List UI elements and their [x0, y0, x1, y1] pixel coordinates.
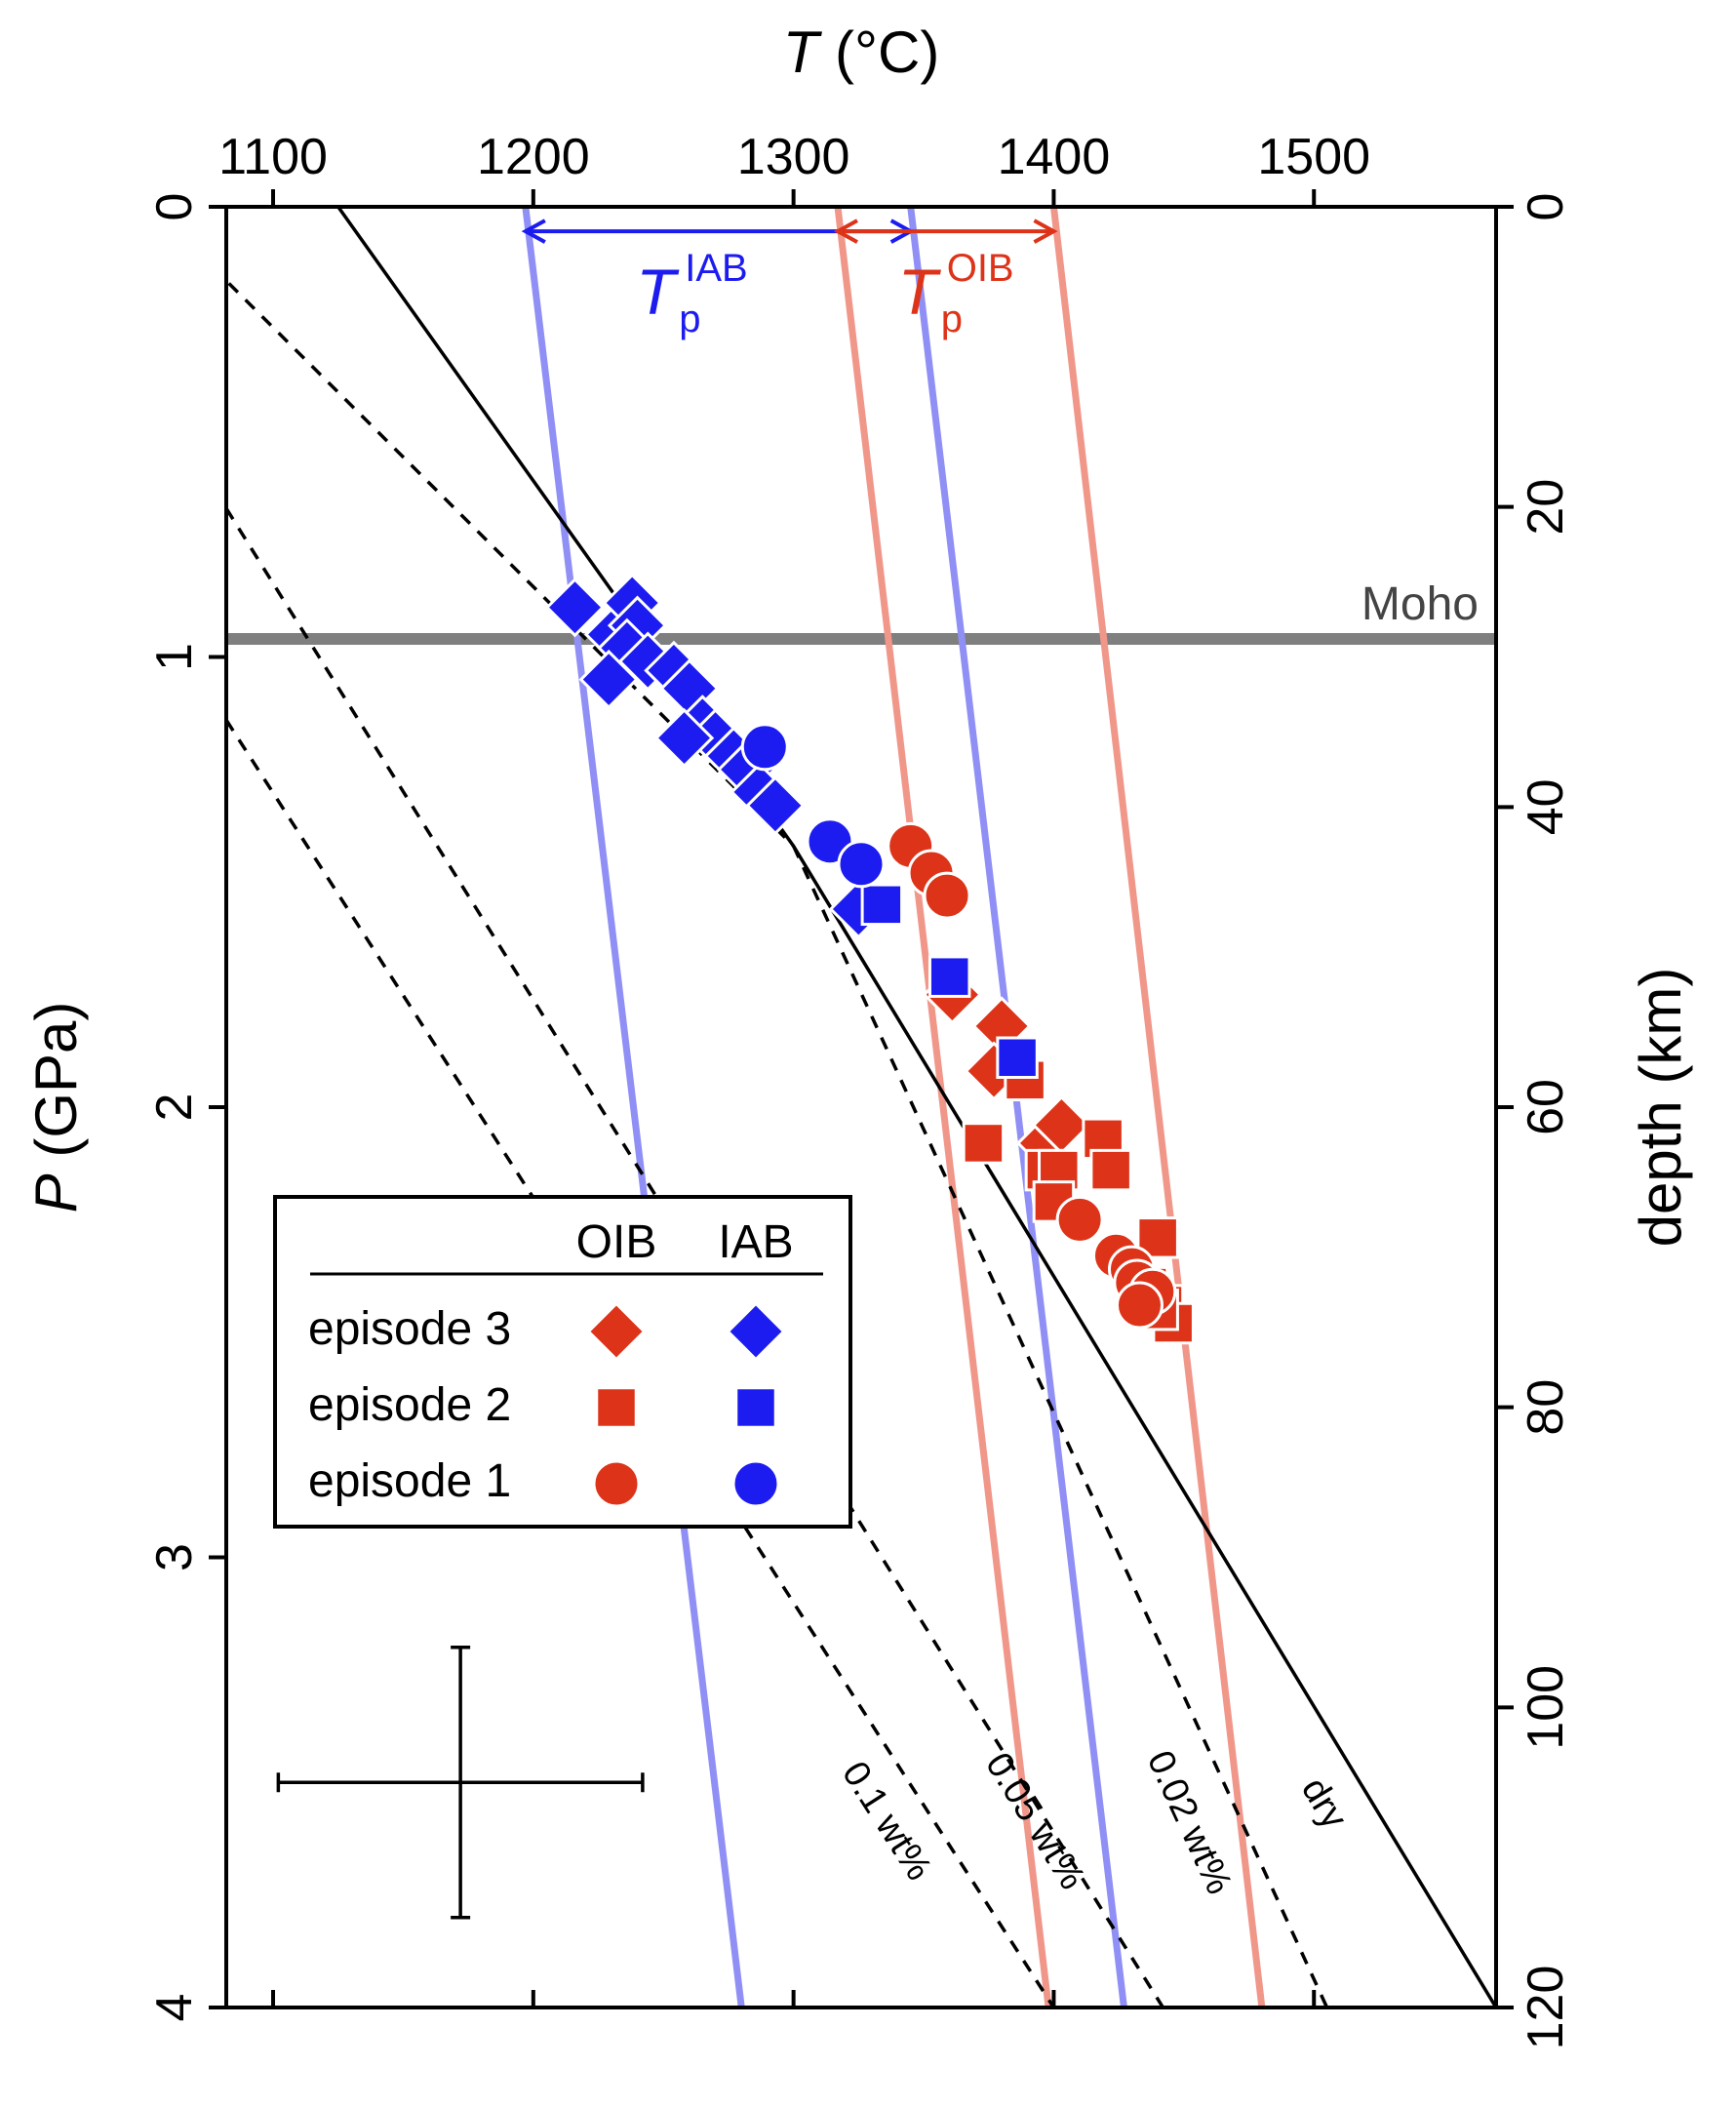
tp-range-layer — [521, 219, 1058, 244]
point-iab-episode-1 — [740, 723, 789, 772]
point-oib-episode-1 — [1055, 1195, 1104, 1244]
solidus-line-0-1-wt — [226, 719, 1055, 2008]
legend-marker-iab-episode-2 — [734, 1386, 777, 1429]
annotation-layer: Moho T p IAB T p OIB — [636, 247, 1479, 630]
y-right-tick-label: 60 — [1518, 1079, 1574, 1135]
tp-iab-subscript: p — [679, 298, 700, 340]
y-left-axis-title-symbol: P — [23, 1173, 89, 1213]
adiabat-oib — [1049, 207, 1266, 2008]
point-iab-episode-3 — [653, 707, 715, 769]
x-axis-title: T (°C) — [783, 20, 940, 85]
point-oib-episode-2 — [962, 1122, 1006, 1165]
data-point-layer — [544, 573, 1195, 1345]
y-left-tick-label: 2 — [146, 1093, 203, 1122]
moho-label: Moho — [1361, 578, 1479, 630]
y-right-tick-label: 100 — [1518, 1665, 1574, 1750]
solidus-line-dry — [336, 207, 1496, 2008]
legend-marker-oib-episode-2 — [595, 1386, 638, 1429]
plot-frame — [224, 205, 1498, 2009]
point-oib-episode-2 — [1089, 1148, 1132, 1192]
legend-marker-iab-episode-1 — [731, 1459, 780, 1508]
y-left-tick-label: 4 — [146, 1994, 203, 2022]
y-right-tick-label: 80 — [1518, 1379, 1574, 1436]
tp-iab-main: T — [636, 256, 680, 328]
solidus-label-0-1-wt: 0.1 wt% — [834, 1755, 939, 1888]
tp-range-iab-arrowhead — [521, 219, 546, 244]
adiabat-iab — [907, 207, 1127, 2008]
y-right-tick-label: 40 — [1518, 778, 1574, 835]
legend-label-episode-1: episode 1 — [308, 1455, 511, 1507]
y-left-tick-label: 0 — [146, 193, 203, 221]
y-left-axis-title-unit: (GPa) — [23, 1002, 89, 1174]
legend-label-episode-3: episode 3 — [308, 1303, 511, 1355]
x-tick-label: 1500 — [1257, 129, 1370, 185]
legend-header-iab: IAB — [718, 1216, 793, 1268]
x-axis-title-symbol: T — [783, 20, 823, 85]
y-left-tick-label: 3 — [146, 1543, 203, 1571]
y-left-tick-label: 1 — [146, 643, 203, 671]
legend-label-episode-2: episode 2 — [308, 1379, 511, 1431]
legend: OIB IAB episode 3 episode 2 episode 1 — [273, 1195, 852, 1529]
legend-header-oib: OIB — [576, 1216, 657, 1268]
legend-marker-iab-episode-3 — [726, 1301, 786, 1362]
x-axis-title-unit: (°C) — [818, 20, 939, 85]
adiabat-layer — [522, 207, 1266, 2008]
tp-oib-subscript: p — [941, 298, 963, 340]
solidus-line-0-02-wt — [792, 845, 1329, 2008]
point-iab-episode-3 — [578, 649, 639, 710]
legend-marker-oib-episode-3 — [586, 1301, 647, 1362]
legend-markers — [586, 1301, 786, 1508]
x-tick-label: 1100 — [218, 129, 328, 185]
tp-oib-main: T — [898, 256, 942, 328]
adiabat-oib — [834, 207, 1052, 2008]
point-iab-episode-3 — [745, 775, 806, 836]
y-right-tick-label: 0 — [1518, 193, 1574, 221]
x-tick-label: 1200 — [477, 129, 590, 185]
point-iab-episode-2 — [996, 1036, 1039, 1079]
y-left-axis-title: P (GPa) — [23, 1002, 89, 1213]
tp-iab-superscript: IAB — [685, 247, 747, 290]
tp-range-oib-arrowhead — [1033, 219, 1058, 244]
point-iab-episode-3 — [544, 577, 606, 638]
tp-oib-superscript: OIB — [947, 247, 1014, 290]
solidus-label-dry: dry — [1293, 1770, 1355, 1836]
tp-oib-label: T — [898, 256, 942, 328]
y-right-tick-label: 20 — [1518, 479, 1574, 536]
tp-range-oib-arrowhead — [833, 219, 858, 244]
tp-iab-label: T — [636, 256, 680, 328]
x-tick-label: 1400 — [998, 129, 1111, 185]
point-oib-episode-1 — [923, 871, 971, 920]
error-bar — [276, 1646, 645, 1920]
point-iab-episode-2 — [927, 955, 971, 998]
adiabat-iab — [522, 207, 745, 2008]
legend-marker-oib-episode-1 — [592, 1459, 641, 1508]
point-oib-episode-1 — [1115, 1281, 1164, 1330]
y-right-axis-title: depth (km) — [1628, 968, 1693, 1248]
solidus-label-0-02-wt: 0.02 wt% — [1139, 1745, 1240, 1901]
point-iab-episode-2 — [860, 883, 904, 927]
point-iab-episode-1 — [837, 840, 886, 889]
y-right-tick-label: 120 — [1518, 1966, 1574, 2050]
solidus-line-dashed-upper — [227, 282, 795, 848]
x-tick-label: 1300 — [737, 129, 850, 185]
